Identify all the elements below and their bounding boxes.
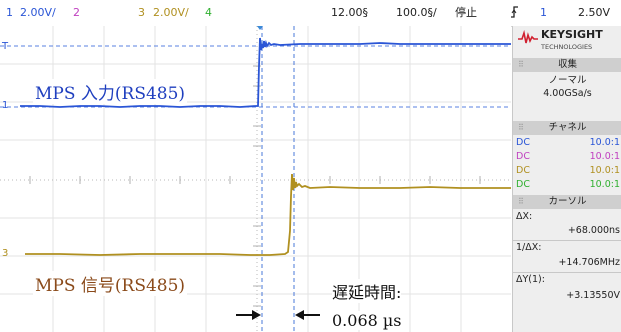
delta-y-label: ΔY(1): <box>516 274 545 285</box>
ch4-number[interactable]: 4 <box>205 6 212 19</box>
acquisition-header[interactable]: ⠿ 収集 <box>513 58 621 72</box>
ch1-ground-marker[interactable]: 1 <box>2 100 9 111</box>
delta-x-value: +68.000ns <box>567 225 620 236</box>
ch1-waveform <box>20 37 511 108</box>
mps-signal-label: MPS 信号(RS485) <box>33 271 188 296</box>
trigger-level[interactable]: 2.50V <box>578 6 611 19</box>
ch3-scale[interactable]: 2.00V/ <box>153 6 189 19</box>
ch4-probe: 10.0:1 <box>589 179 620 190</box>
trigger-channel[interactable]: 1 <box>540 6 547 19</box>
cursor-header[interactable]: ⠿ カーソル <box>513 195 621 209</box>
ch4-coupling: DC <box>516 179 530 190</box>
timebase[interactable]: 100.0§/ <box>396 6 437 19</box>
delay-time-label: 遅延時間: <box>332 279 402 303</box>
trigger-edge-icon <box>510 5 519 23</box>
cursor-divider <box>513 240 621 241</box>
waveform-canvas <box>0 26 511 332</box>
inverse-delta-x-label: 1/ΔX: <box>516 242 542 253</box>
ch2-probe: 10.0:1 <box>589 151 620 162</box>
mps-input-label: MPS 入力(RS485) <box>33 79 188 104</box>
brand-subtitle: TECHNOLOGIES <box>541 43 593 51</box>
ch3-number[interactable]: 3 <box>138 6 145 19</box>
ch3-coupling: DC <box>516 165 530 176</box>
trigger-level-marker[interactable]: T <box>2 41 9 52</box>
ch3-ground-marker[interactable]: 3 <box>2 248 9 259</box>
delay-time-value: 0.068 µs <box>332 311 402 330</box>
cursor-header-label: カーソル <box>548 196 587 207</box>
cursor-divider-2 <box>513 272 621 273</box>
status-bar: 1 2.00V/ 2 3 2.00V/ 4 12.00§ 100.0§/ 停止 … <box>0 0 621 27</box>
channel-header[interactable]: ⠿ チャネル <box>513 121 621 135</box>
sample-rate: 4.00GSa/s <box>543 88 592 99</box>
side-panel: KEYSIGHT TECHNOLOGIES ⠿ 収集 ノーマル 4.00GSa/s… <box>512 26 621 332</box>
horizontal-position[interactable]: 12.00§ <box>331 6 368 19</box>
ch3-probe: 10.0:1 <box>589 165 620 176</box>
waveform-display[interactable]: T 1 3 MPS 入力(RS485) MPS 信号(RS485) 遅延時間: … <box>0 26 511 332</box>
trigger-position-marker <box>257 26 263 30</box>
channel-header-label: チャネル <box>548 122 587 133</box>
keysight-logo-icon <box>517 29 539 50</box>
ch2-number[interactable]: 2 <box>73 6 80 19</box>
acquisition-mode: ノーマル <box>548 75 587 86</box>
ch3-waveform <box>25 173 511 256</box>
run-state[interactable]: 停止 <box>455 6 477 19</box>
ch1-number[interactable]: 1 <box>6 6 13 19</box>
acquisition-header-label: 収集 <box>557 59 577 70</box>
inverse-delta-x-value: +14.706MHz <box>558 257 620 268</box>
ch1-scale[interactable]: 2.00V/ <box>20 6 56 19</box>
delta-x-label: ΔX: <box>516 211 533 222</box>
ch2-coupling: DC <box>516 151 530 162</box>
ch1-coupling: DC <box>516 137 530 148</box>
ch1-probe: 10.0:1 <box>589 137 620 148</box>
delta-y-value: +3.13550V <box>566 290 620 301</box>
brand-name: KEYSIGHT <box>541 28 603 41</box>
